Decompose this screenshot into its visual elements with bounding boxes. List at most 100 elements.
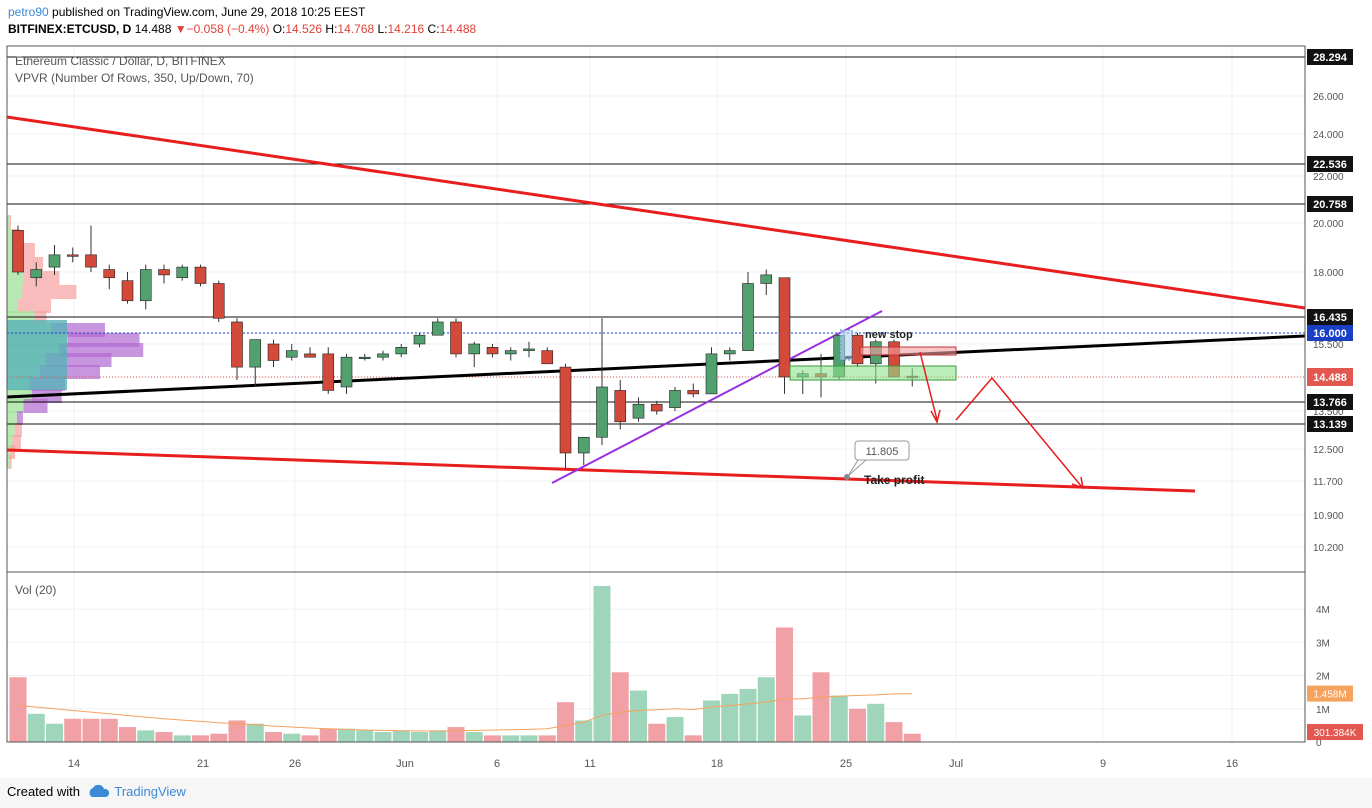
- profile-up-bar: [7, 271, 24, 285]
- candle-body: [358, 356, 371, 360]
- price-tick-label: 13.500: [1313, 407, 1344, 418]
- candle-body: [395, 346, 408, 355]
- volume-bar: [666, 717, 684, 742]
- candle-body: [66, 254, 79, 257]
- candle-body: [139, 269, 152, 302]
- volume-label: Vol (20): [15, 583, 56, 597]
- time-tick-label: 6: [494, 758, 500, 770]
- projection-arrows: [919, 351, 1083, 488]
- drawing-overlays[interactable]: [789, 329, 1084, 490]
- time-tick-label: 14: [68, 758, 80, 770]
- volume-bar: [100, 718, 118, 742]
- tradingview-logo[interactable]: TradingView: [87, 784, 186, 799]
- volume-bar: [502, 735, 520, 742]
- candle-body: [596, 386, 608, 438]
- level-price-tag: [1307, 416, 1353, 432]
- horizontal-levels[interactable]: [7, 56, 1305, 425]
- volume-bar: [648, 723, 666, 742]
- volume-ma-label: 1.458M: [1313, 690, 1346, 701]
- time-tick-label: 25: [840, 758, 852, 770]
- candle-body: [778, 277, 791, 378]
- high-value: 14.768: [337, 22, 375, 36]
- volume-bar: [703, 700, 720, 742]
- last-price: 14.488: [134, 22, 172, 36]
- volume-tick-label: 3M: [1316, 638, 1330, 649]
- candle-body: [377, 353, 389, 358]
- volume-bar: [246, 723, 264, 742]
- profile-up-bar: [7, 215, 10, 229]
- candle-body: [468, 343, 481, 355]
- volume-profile: [7, 215, 144, 469]
- volume-bar: [319, 728, 337, 742]
- profile-up-bar: [7, 399, 24, 413]
- profile-down-bar: [19, 257, 44, 271]
- profile-poc-block: [7, 320, 67, 390]
- time-tick-label: 21: [197, 758, 209, 770]
- time-tick-label: Jul: [949, 758, 963, 770]
- position-profit-box: [789, 365, 957, 381]
- profile-down-bar: [12, 435, 21, 449]
- trendline-purple: [551, 310, 883, 484]
- change-arrow-icon: ▼: [174, 22, 187, 36]
- volume-bar: [374, 732, 392, 742]
- volume-bar: [520, 735, 538, 742]
- price-tick-label: 24.000: [1313, 130, 1344, 141]
- volume-bar: [9, 677, 27, 742]
- volume-bar: [392, 730, 410, 742]
- candle-body: [669, 390, 681, 408]
- volume-bar: [411, 732, 428, 742]
- candle-body: [267, 343, 280, 361]
- profile-down-bar: [18, 299, 51, 313]
- volume-bar: [885, 722, 903, 742]
- level-price-tag: [1307, 49, 1353, 65]
- trend-lines[interactable]: [6, 115, 1306, 493]
- level-price-label: 13.139: [1313, 419, 1347, 431]
- time-tick-label: 11: [584, 758, 595, 770]
- candle-body: [742, 283, 754, 351]
- callout-11805[interactable]: 11.805: [847, 440, 910, 477]
- time-tick-label: 16: [1226, 758, 1238, 770]
- profile-down-bar: [23, 399, 48, 413]
- candle-body: [340, 356, 353, 388]
- author-link[interactable]: petro90: [8, 5, 49, 19]
- level-price-tag: [1307, 325, 1353, 341]
- volume-bar: [684, 735, 702, 742]
- profile-up-bar: [7, 285, 23, 299]
- open-label: O:: [272, 22, 286, 36]
- candlestick-series: [12, 225, 919, 469]
- profile-up-bar: [7, 423, 15, 437]
- publish-line: petro90 published on TradingView.com, Ju…: [8, 4, 476, 21]
- publish-info: published on TradingView.com, June 29, 2…: [48, 5, 366, 19]
- volume-bar: [429, 730, 447, 742]
- callout-label: 11.805: [866, 446, 899, 458]
- volume-bar: [593, 585, 611, 742]
- volume-bar: [830, 695, 848, 742]
- chart-axes: 14 21 26 Jun 6 11 18 25 Jul 9 16 26.000 24.000 22.000…: [6, 45, 1344, 770]
- volume-bar: [721, 693, 739, 742]
- volume-tick-label: 4M: [1316, 605, 1330, 616]
- open-value: 14.526: [285, 22, 323, 36]
- volume-bar: [465, 732, 483, 742]
- last-price-tag: [1307, 368, 1353, 386]
- volume-bar: [210, 733, 228, 742]
- candle-body: [285, 350, 298, 358]
- profile-up-bar: [7, 299, 18, 313]
- profile-down-bar: [10, 445, 16, 459]
- price-chart[interactable]: 14 21 26 Jun 6 11 18 25 Jul 9 16 26.000 24.000 22.000…: [0, 0, 1372, 778]
- created-with-label: Created with: [7, 784, 80, 799]
- candle-body: [304, 353, 316, 358]
- trendline-lower: [6, 448, 1196, 493]
- price-tick-label: 12.500: [1313, 445, 1344, 456]
- volume-bar: [794, 715, 812, 742]
- chart-grid: [7, 46, 1305, 743]
- tradingview-brand: TradingView: [114, 784, 186, 799]
- close-label: C:: [427, 22, 440, 36]
- volume-bar: [484, 735, 501, 742]
- volume-bar: [155, 732, 173, 742]
- time-tick-label: 18: [711, 758, 723, 770]
- position-stop-box: [859, 346, 957, 356]
- volume-bar: [776, 627, 793, 742]
- candle-body: [632, 403, 645, 419]
- volume-last-label: 301.384K: [1314, 728, 1357, 739]
- volume-bar: [119, 727, 136, 742]
